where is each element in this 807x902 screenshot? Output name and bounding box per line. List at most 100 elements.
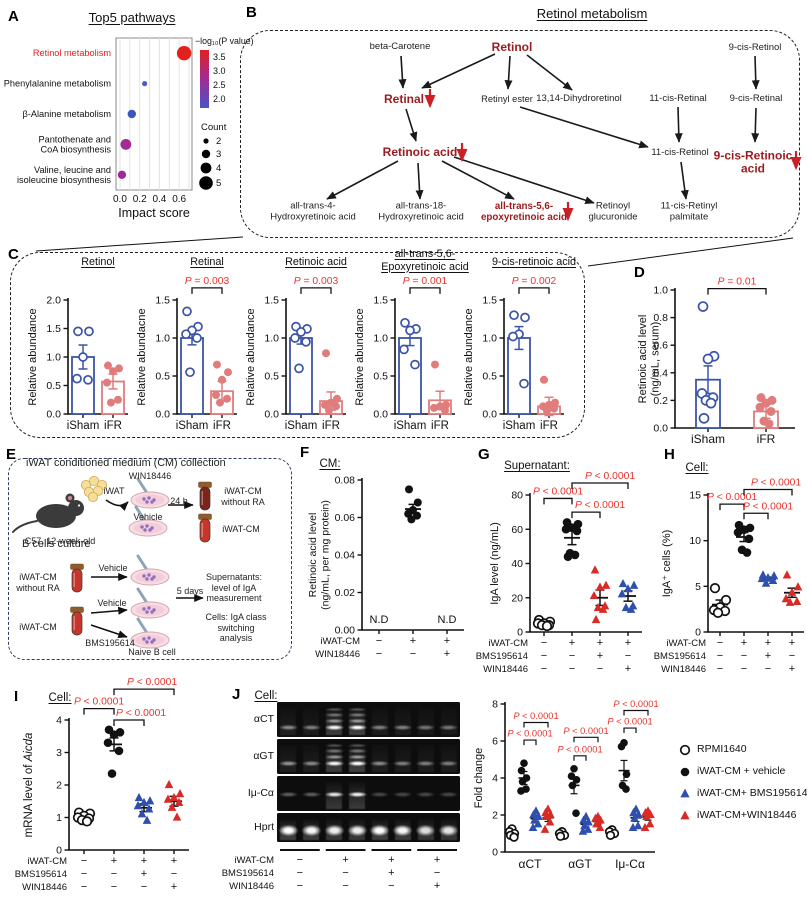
panel-i-title: Cell: bbox=[48, 692, 72, 704]
e-label-bms: BMS195614 bbox=[85, 638, 135, 648]
svg-text:P < 0.0001: P < 0.0001 bbox=[127, 677, 177, 688]
gel-row-label: αGT bbox=[253, 749, 274, 762]
panel-j-gel: αCT αGT Iμ-Cα Hprt iWAT-CM − + + + BMS195614− − + − W… bbox=[222, 690, 492, 902]
svg-text:Phenylalanine metabolism: Phenylalanine metabolism bbox=[4, 79, 112, 89]
panel-c-dashed-box bbox=[10, 252, 585, 438]
svg-text:0.06: 0.06 bbox=[335, 512, 356, 524]
svg-text:20: 20 bbox=[511, 592, 523, 604]
svg-text:β-Alanine metabolism: β-Alanine metabolism bbox=[22, 109, 111, 119]
svg-text:0.2: 0.2 bbox=[653, 395, 668, 407]
svg-text:1: 1 bbox=[56, 812, 62, 824]
e-label-vehicle-2: Vehicle bbox=[98, 563, 128, 573]
chartC4-svg: 0.0 0.5 1.0 1.5 P = 0.002 iSham iFR Relative ab… bbox=[463, 276, 564, 432]
svg-text:2.0: 2.0 bbox=[213, 94, 226, 104]
svg-text:−: − bbox=[141, 881, 147, 893]
gel-row-label: Hprt bbox=[254, 820, 274, 833]
svg-text:0.5: 0.5 bbox=[482, 371, 497, 383]
svg-text:0.0: 0.0 bbox=[653, 423, 668, 435]
svg-text:−: − bbox=[81, 881, 87, 893]
pathway-node: Retinoyl glucuronide bbox=[588, 200, 638, 222]
svg-text:+: + bbox=[388, 854, 394, 866]
svg-text:Relative abundance: Relative abundance bbox=[463, 308, 475, 405]
svg-text:8: 8 bbox=[492, 699, 498, 711]
svg-text:−: − bbox=[297, 854, 303, 866]
svg-text:BMS195614: BMS195614 bbox=[15, 869, 67, 880]
svg-text:P < 0.0001: P < 0.0001 bbox=[707, 492, 757, 503]
svg-text:1.5: 1.5 bbox=[155, 295, 170, 307]
svg-text:iSham: iSham bbox=[176, 420, 209, 432]
svg-text:−: − bbox=[541, 637, 547, 649]
svg-text:P = 0.001: P = 0.001 bbox=[403, 276, 448, 287]
svg-text:4: 4 bbox=[216, 163, 221, 174]
svg-text:P < 0.0001: P < 0.0001 bbox=[743, 501, 793, 512]
svg-text:iSham: iSham bbox=[503, 420, 536, 432]
gel-row-label: Iμ-Cα bbox=[247, 786, 274, 799]
svg-text:−: − bbox=[541, 663, 547, 675]
svg-text:P < 0.0001: P < 0.0001 bbox=[507, 729, 552, 739]
svg-text:80: 80 bbox=[511, 490, 523, 502]
svg-text:3.0: 3.0 bbox=[213, 66, 226, 76]
pathway-node: 13,14-Dihydroretinol bbox=[536, 92, 622, 104]
panel-c-chart-retinal: 0.0 0.5 1.0 1.5 P = 0.003 iSham iFR Relative ab… bbox=[131, 250, 240, 450]
svg-text:BMS195614: BMS195614 bbox=[654, 651, 706, 662]
svg-text:3: 3 bbox=[216, 149, 221, 160]
svg-text:1.0: 1.0 bbox=[46, 352, 61, 364]
e-label-iwat: iWAT bbox=[103, 486, 125, 496]
svg-text:P = 0.01: P = 0.01 bbox=[718, 277, 757, 288]
svg-text:0.4: 0.4 bbox=[653, 367, 668, 379]
svg-text:iFR: iFR bbox=[757, 432, 776, 446]
svg-text:+: + bbox=[434, 854, 440, 866]
svg-text:iSham: iSham bbox=[394, 420, 427, 432]
panel-label-i: I bbox=[14, 688, 19, 705]
svg-text:1.5: 1.5 bbox=[264, 295, 279, 307]
chartD-svg: 0.0 0.2 0.4 0.6 0.8 1.0 P = 0.01 iSham iFR Retino… bbox=[637, 277, 795, 446]
gel-row-Hprt bbox=[277, 813, 460, 842]
panel-f-chart-cm-ra: 0.00 0.02 0.04 0.06 0.08 N.D N.D iWAT-CM − + + WIN1… bbox=[300, 450, 472, 690]
svg-text:−: − bbox=[297, 880, 303, 892]
svg-text:Relative abundance: Relative abundance bbox=[354, 308, 366, 405]
panel-e-drawing bbox=[12, 475, 212, 649]
svg-text:+: + bbox=[141, 868, 147, 880]
svg-text:1.5: 1.5 bbox=[46, 323, 61, 335]
pathway-node: Retinol bbox=[491, 39, 533, 54]
svg-text:−: − bbox=[625, 650, 631, 662]
svg-text:CoA biosynthesis: CoA biosynthesis bbox=[41, 144, 112, 154]
svg-text:1.0: 1.0 bbox=[482, 333, 497, 345]
panel-label-h: H bbox=[664, 446, 675, 463]
svg-text:0: 0 bbox=[517, 627, 523, 639]
svg-text:0: 0 bbox=[56, 845, 62, 857]
panel-f-title: CM: bbox=[319, 458, 341, 470]
svg-text:BMS195614: BMS195614 bbox=[476, 651, 528, 662]
svg-text:mRNA level of Aicda: mRNA level of Aicda bbox=[23, 733, 35, 838]
e-label-tube4: iWAT-CM bbox=[19, 622, 57, 632]
svg-text:P = 0.003: P = 0.003 bbox=[185, 276, 230, 287]
svg-text:Relative abundance: Relative abundance bbox=[27, 308, 39, 405]
pathway-node: Retinoic acid bbox=[382, 144, 458, 159]
svg-text:2: 2 bbox=[492, 810, 498, 822]
panel-c-chart-9cis-retinoic-acid: 0.0 0.5 1.0 1.5 P = 0.002 iSham iFR Relative ab… bbox=[458, 250, 576, 450]
chartC1-svg: 0.0 0.5 1.0 1.5 P = 0.003 iSham iFR Relative ab… bbox=[136, 276, 237, 432]
e-label-cells: Cells: IgA class switching analysis bbox=[205, 612, 267, 643]
svg-text:+: + bbox=[625, 637, 631, 649]
pathway-node: 9-cis-Retinal bbox=[729, 92, 783, 104]
svg-text:−: − bbox=[111, 881, 117, 893]
svg-text:−: − bbox=[717, 663, 723, 675]
svg-text:αGT: αGT bbox=[568, 857, 592, 871]
svg-text:(ng/mL, serum): (ng/mL, serum) bbox=[650, 322, 662, 397]
svg-text:Valine, leucine and: Valine, leucine and bbox=[34, 165, 111, 175]
svg-text:P < 0.0001: P < 0.0001 bbox=[533, 486, 583, 497]
e-label-mouse: C57, 12-week-old bbox=[24, 536, 96, 546]
panel-b-pathway-diagram: beta-Carotene Retinol 9-cis-Retinol Retinal… bbox=[230, 0, 807, 242]
svg-text:Relative abundance: Relative abundance bbox=[245, 308, 257, 405]
svg-text:+: + bbox=[569, 637, 575, 649]
svg-text:0.5: 0.5 bbox=[264, 371, 279, 383]
svg-text:iFR: iFR bbox=[540, 420, 558, 432]
svg-text:1.0: 1.0 bbox=[155, 333, 170, 345]
svg-text:−: − bbox=[81, 868, 87, 880]
svg-text:+: + bbox=[444, 635, 450, 647]
e-label-tube-cm: iWAT-CM bbox=[222, 524, 260, 534]
pathway-node: Retinal bbox=[383, 91, 425, 106]
panel-a-bubble-chart: Retinol metabolism Phenylalanine metaboli… bbox=[4, 6, 254, 242]
